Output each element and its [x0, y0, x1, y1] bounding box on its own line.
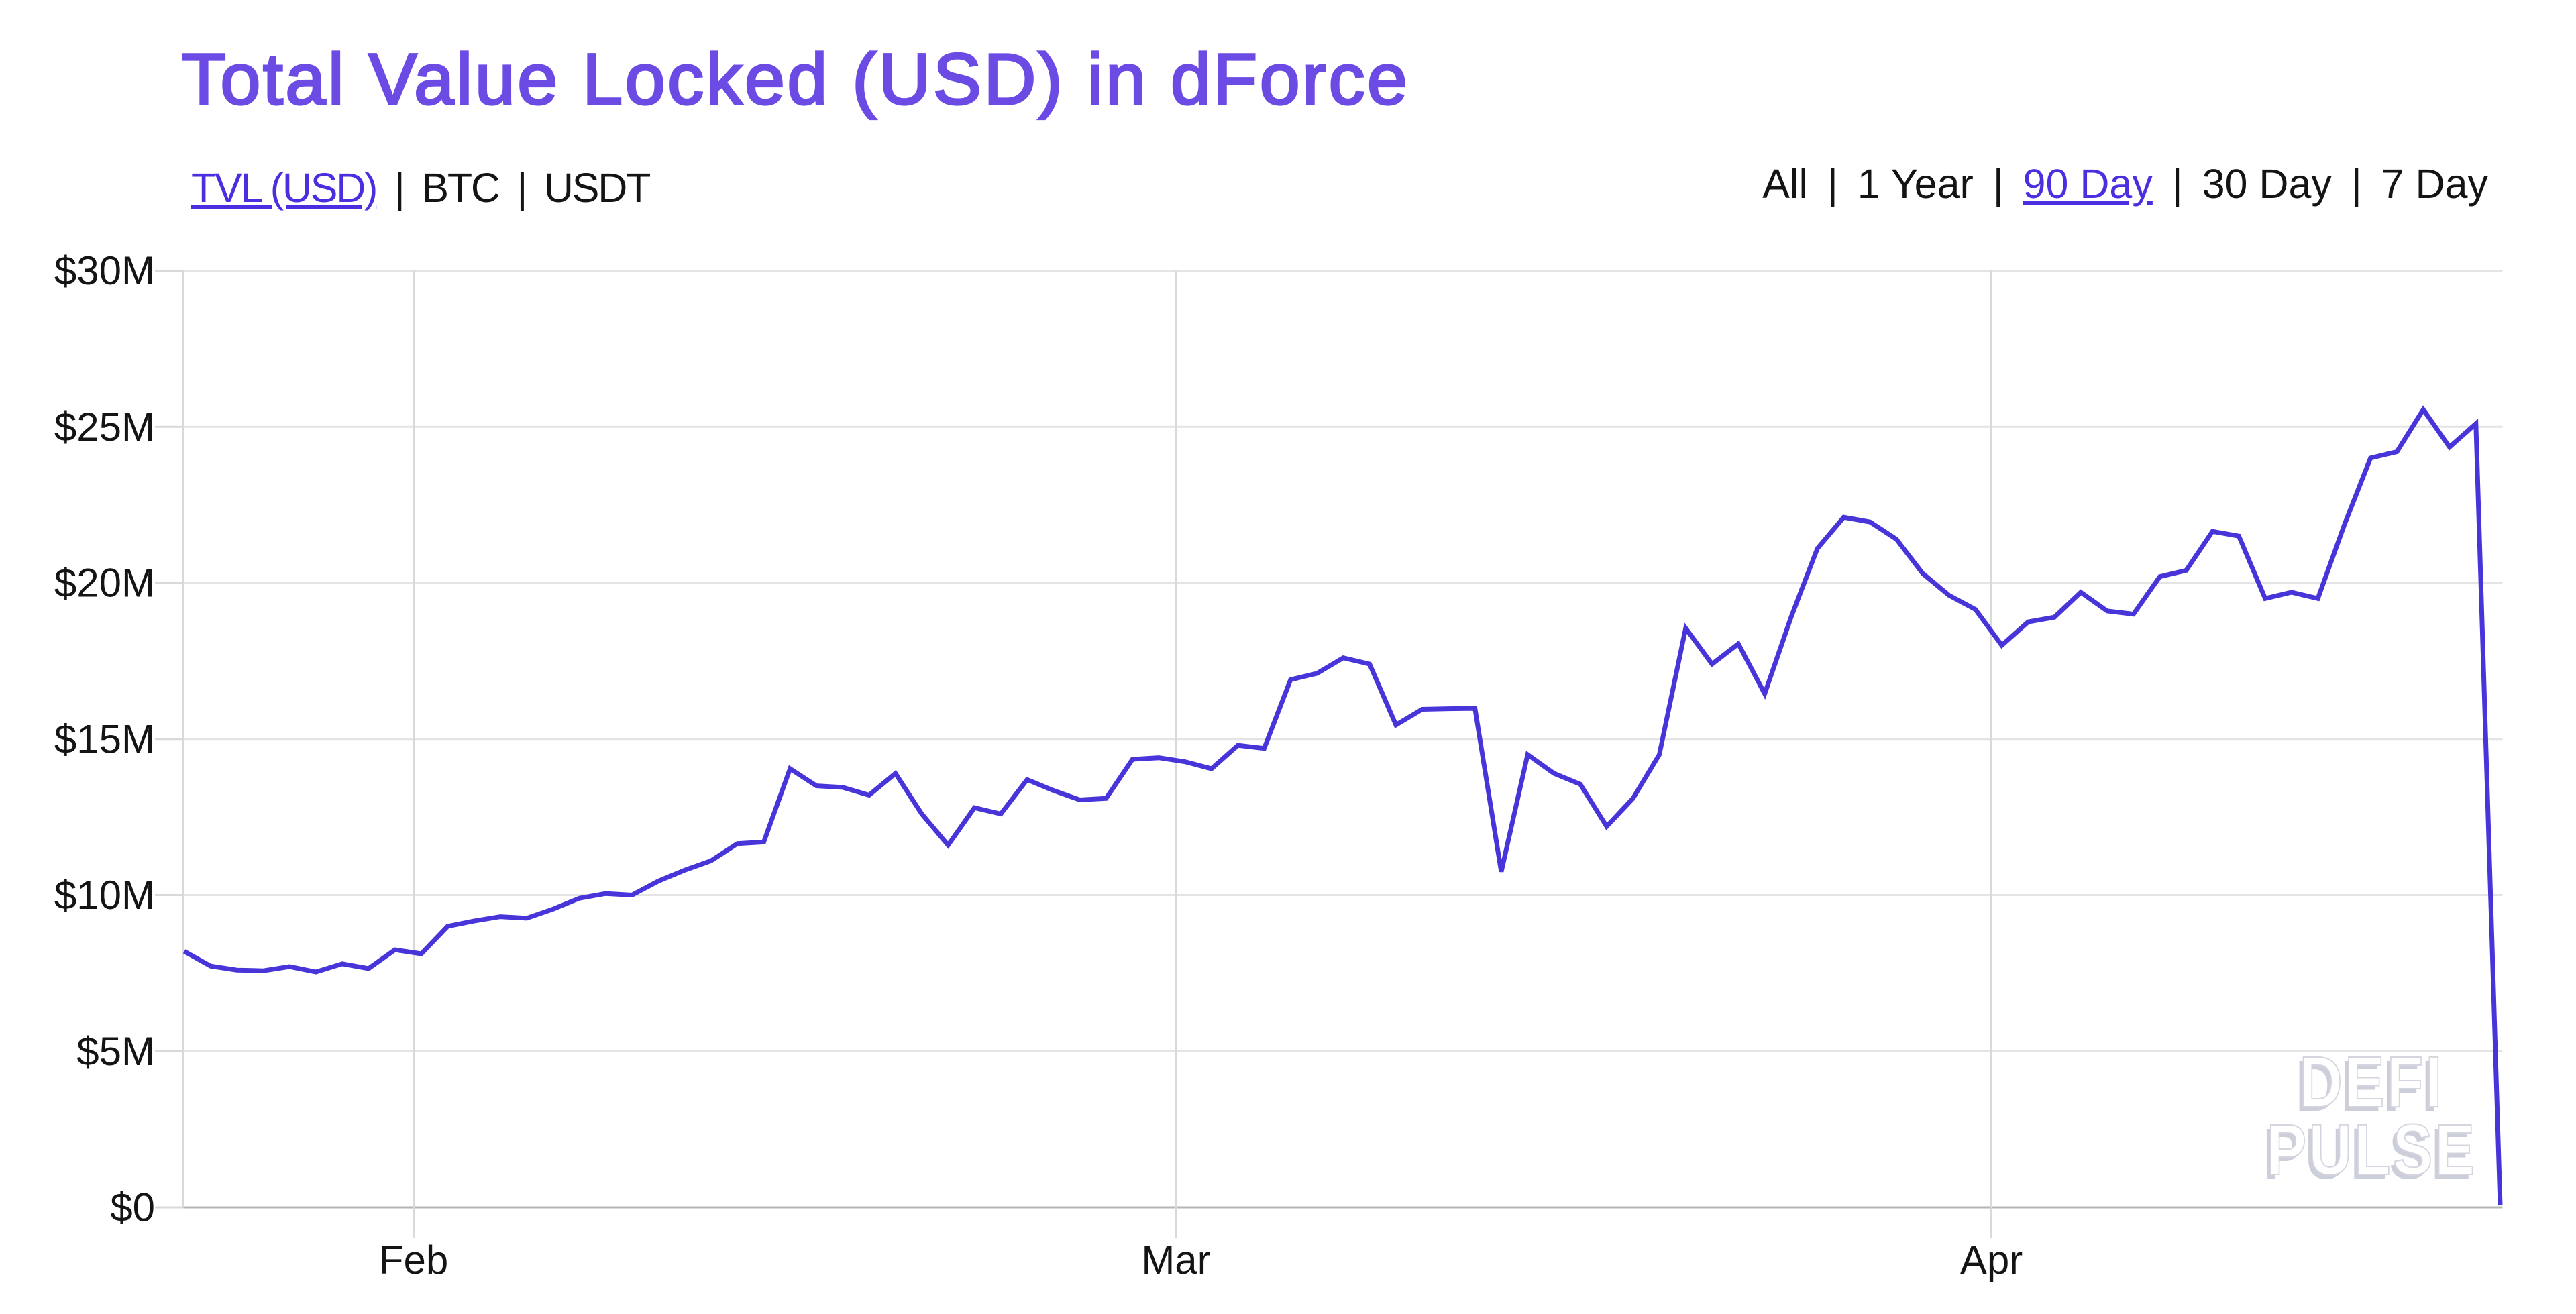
svg-text:$20M: $20M	[54, 561, 155, 606]
svg-text:Total Value Locked (USD) in dF: Total Value Locked (USD) in dForce	[182, 38, 1409, 119]
svg-text:TVL (USD) | BTC | USDT: TVL (USD) | BTC | USDT	[191, 165, 650, 211]
svg-text:PULSE: PULSE	[2267, 1109, 2477, 1190]
svg-text:PULSE: PULSE	[2263, 1113, 2473, 1194]
svg-text:All | 1 Year | 90 Day | 30 Day: All | 1 Year | 90 Day | 30 Day | 7 Day	[1762, 161, 2488, 207]
svg-text:Apr: Apr	[1960, 1238, 2023, 1282]
svg-text:$5M: $5M	[76, 1029, 155, 1074]
svg-text:$0: $0	[110, 1185, 155, 1230]
svg-text:$30M: $30M	[54, 248, 155, 293]
svg-text:$25M: $25M	[54, 404, 155, 449]
svg-text:DEFI: DEFI	[2296, 1045, 2440, 1126]
svg-text:DEFI: DEFI	[2299, 1041, 2444, 1122]
svg-text:$10M: $10M	[54, 873, 155, 918]
svg-text:$15M: $15M	[54, 716, 155, 761]
svg-text:Mar: Mar	[1141, 1238, 1210, 1282]
svg-text:Feb: Feb	[379, 1238, 448, 1282]
